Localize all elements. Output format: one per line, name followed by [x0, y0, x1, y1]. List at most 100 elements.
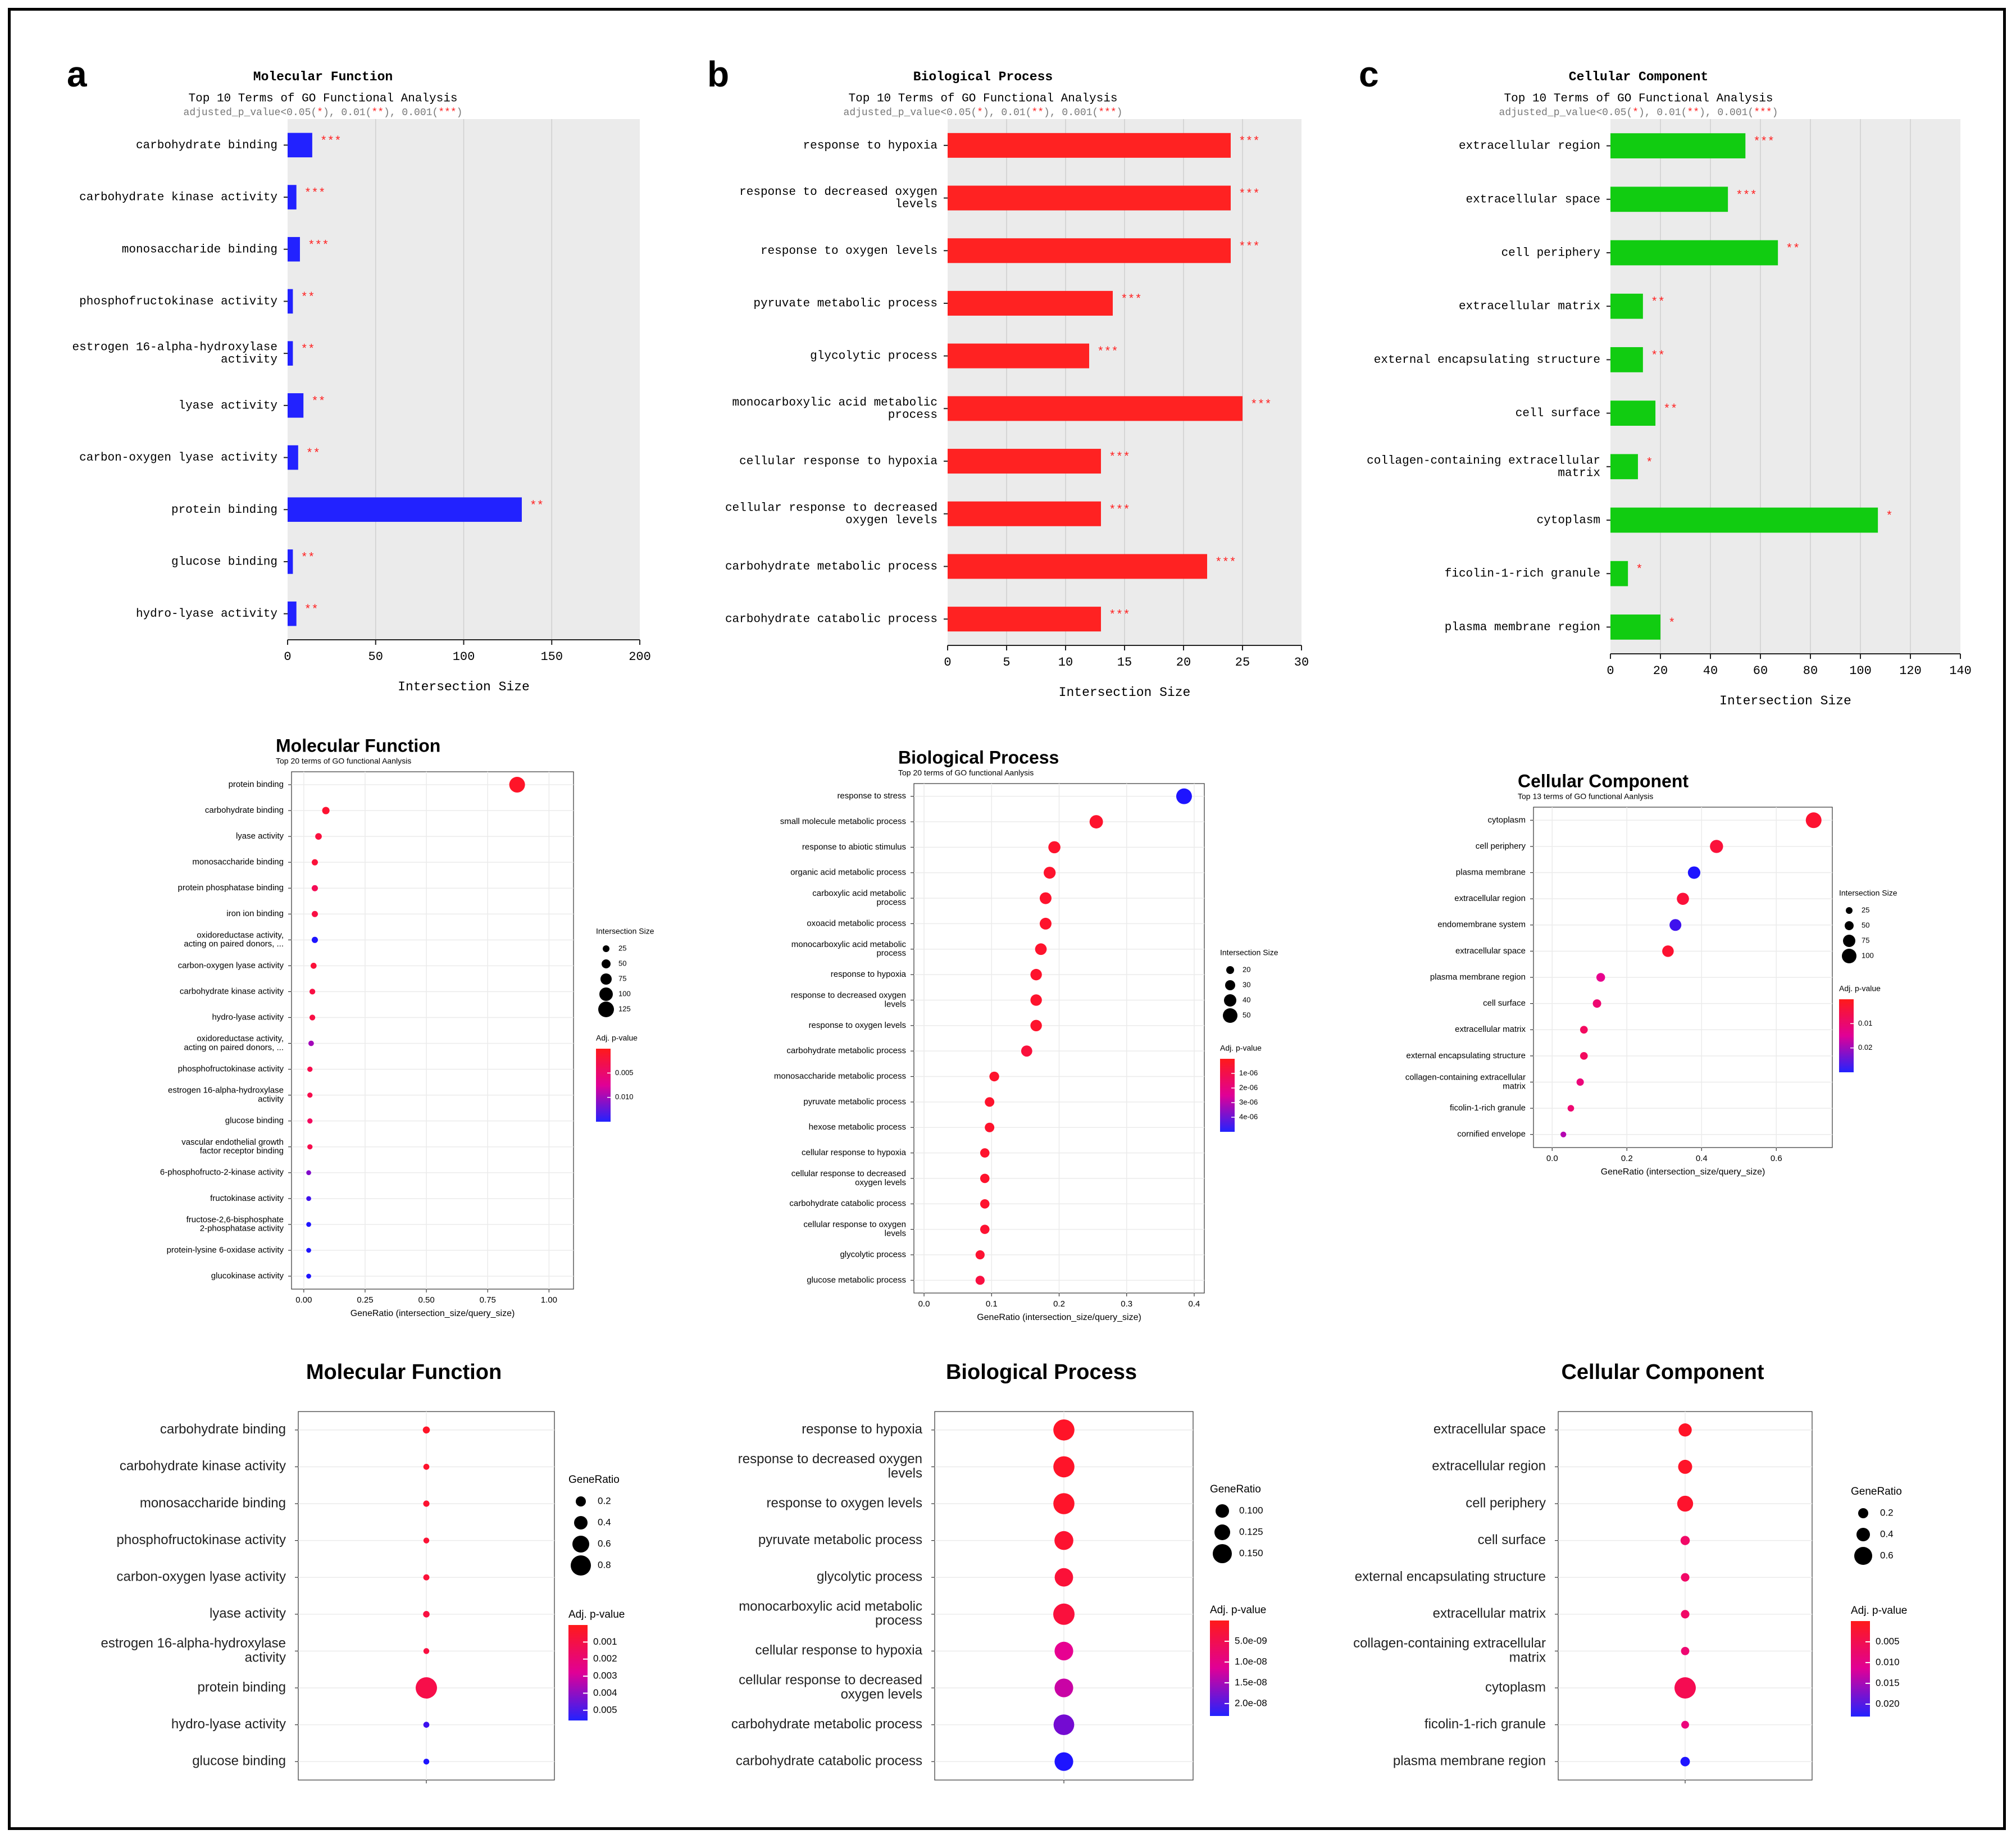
category-label-line: phosphofructokinase activity: [79, 295, 277, 308]
data-point: [989, 1071, 999, 1082]
category-label: extracellular matrix: [1433, 1606, 1546, 1621]
category-label: glucokinase activity: [211, 1271, 284, 1281]
bar: [288, 133, 312, 158]
size-legend-title: Intersection Size: [596, 927, 654, 936]
data-point: [1054, 1531, 1073, 1550]
size-legend-title: GeneRatio: [1851, 1486, 1902, 1497]
category-label-line: response to decreased oxygen: [739, 186, 938, 199]
color-bar-label: 0.005: [593, 1704, 617, 1715]
x-tick-label: 60: [1753, 664, 1768, 678]
category-label-line: glucokinase activity: [211, 1271, 284, 1281]
significance-note-part: **: [1687, 107, 1699, 119]
bar: [1610, 507, 1878, 533]
category-label-line: acting on paired donors, ...: [184, 1043, 284, 1052]
category-label: carbohydrate binding: [160, 1422, 286, 1437]
category-label: plasma membrane region: [1430, 972, 1526, 982]
chart-subtitle: Top 20 terms of GO functional Aanlysis: [898, 768, 1034, 777]
data-point: [985, 1122, 995, 1132]
size-legend-label: 0.150: [1239, 1547, 1263, 1558]
category-label: cellular response to hypoxia: [755, 1643, 922, 1658]
x-tick-label: 20: [1653, 664, 1668, 678]
bar: [1610, 347, 1643, 372]
x-tick-label: 120: [1899, 664, 1922, 678]
significance-stars: ***: [1753, 136, 1774, 149]
color-bar: [568, 1625, 588, 1720]
category-label: cell periphery: [1501, 247, 1600, 260]
data-point: [1681, 1647, 1690, 1655]
category-label-line: glucose binding: [171, 556, 277, 568]
x-tick-label: 20: [1176, 656, 1191, 670]
data-point: [307, 1066, 313, 1072]
significance-stars: *: [1886, 511, 1893, 524]
category-label-line: lyase activity: [236, 831, 284, 841]
category-label: carbon-oxygen lyase activity: [178, 961, 284, 970]
data-point: [1567, 1105, 1574, 1112]
category-label-line: oxidoreductase activity,: [197, 930, 284, 940]
x-tick-label: 200: [629, 650, 651, 664]
size-legend-label: 0.125: [1239, 1526, 1263, 1537]
bar: [948, 290, 1113, 316]
category-label-line: protein phosphatase binding: [178, 883, 284, 893]
size-legend-label: 25: [618, 944, 626, 952]
color-legend-title: Adj. p-value: [1851, 1605, 1907, 1617]
color-bar-label: 2e-06: [1239, 1083, 1258, 1091]
panel-letter-b: b: [707, 54, 729, 94]
color-bar-label: 1.0e-08: [1235, 1656, 1267, 1667]
data-point: [1039, 892, 1052, 904]
data-point: [1677, 1495, 1694, 1512]
size-legend-label: 30: [1243, 980, 1250, 989]
data-point: [423, 1758, 430, 1765]
category-label-line: fructokinase activity: [210, 1194, 284, 1203]
data-point: [1662, 945, 1674, 957]
significance-note-part: ), 0.01(: [1639, 107, 1687, 119]
category-label-line: glycolytic process: [840, 1250, 906, 1259]
color-bar-label: 3e-06: [1239, 1098, 1258, 1106]
data-point: [980, 1199, 990, 1209]
category-label: cytoplasm: [1537, 515, 1600, 527]
category-label-line: extracellular space: [1466, 193, 1600, 206]
category-label-line: response to abiotic stimulus: [802, 842, 906, 852]
data-point: [309, 989, 316, 995]
data-point: [985, 1097, 995, 1107]
category-label-line: extracellular region: [1432, 1459, 1546, 1474]
size-legend-title: Intersection Size: [1839, 889, 1897, 898]
data-point: [1680, 1756, 1690, 1767]
color-bar-label: 5.0e-09: [1235, 1635, 1267, 1646]
data-point: [423, 1464, 430, 1470]
category-label-line: monocarboxylic acid metabolic: [732, 397, 938, 409]
category-label-line: matrix: [1509, 1650, 1546, 1665]
data-point: [1687, 866, 1701, 879]
category-label-line: ficolin-1-rich granule: [1450, 1103, 1526, 1113]
data-point: [1710, 840, 1723, 853]
category-label-line: process: [875, 1613, 922, 1628]
significance-note-part: ), 0.001(: [1044, 107, 1098, 119]
data-point: [1053, 1603, 1075, 1625]
category-label-line: ficolin-1-rich granule: [1445, 568, 1600, 581]
category-label-line: extracellular space: [1455, 946, 1526, 955]
data-point: [306, 1170, 311, 1176]
category-label-line: levels: [885, 1228, 906, 1238]
bar: [288, 549, 293, 574]
category-label: lyase activity: [236, 831, 284, 841]
category-label-line: carbohydrate metabolic process: [731, 1717, 922, 1732]
bar: [1610, 454, 1638, 480]
category-label-line: cell periphery: [1501, 247, 1600, 260]
x-tick-label: 0.50: [418, 1295, 434, 1305]
data-point: [423, 1722, 430, 1728]
x-tick-label: 0.75: [480, 1295, 496, 1305]
chart-subtitle: Top 13 terms of GO functional Aanlysis: [1518, 792, 1653, 801]
data-point: [975, 1276, 985, 1285]
category-label: pyruvate metabolic process: [753, 297, 938, 310]
category-label-line: cytoplasm: [1485, 1679, 1546, 1695]
category-label: carbohydrate metabolic process: [731, 1717, 922, 1732]
data-point: [1678, 1459, 1692, 1474]
category-label-line: oxidoreductase activity,: [197, 1034, 284, 1044]
data-point: [306, 1248, 311, 1253]
data-point: [980, 1225, 990, 1234]
category-label-line: extracellular matrix: [1455, 1025, 1526, 1034]
color-bar-label: 0.005: [1876, 1636, 1900, 1646]
category-label-line: cellular response to decreased: [725, 502, 938, 515]
